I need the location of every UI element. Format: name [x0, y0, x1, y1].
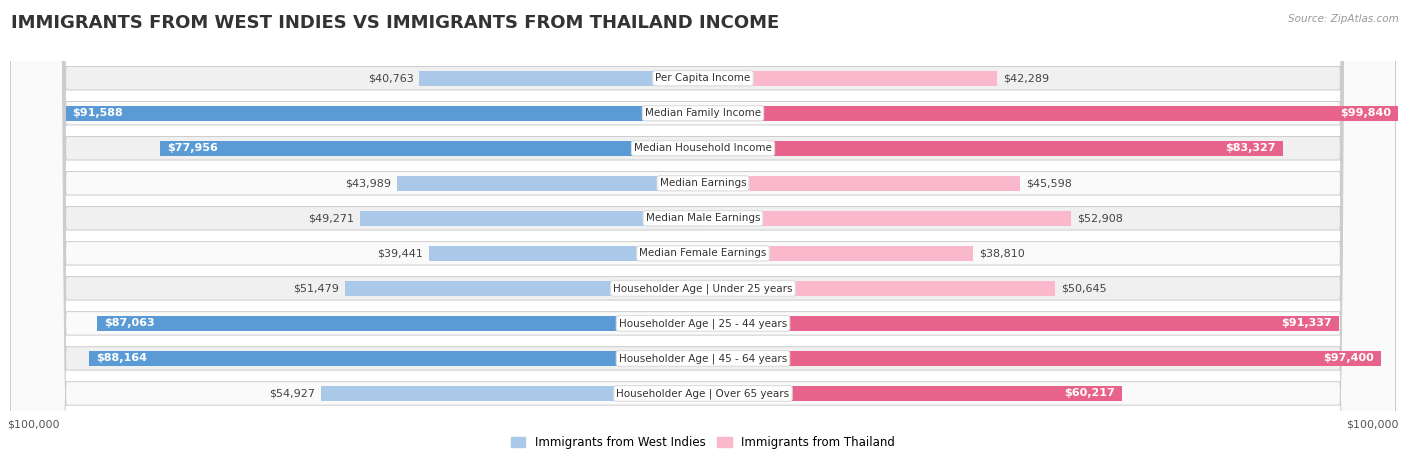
Text: $77,956: $77,956	[167, 143, 218, 153]
Bar	[703, 106, 1398, 120]
Text: $40,763: $40,763	[368, 73, 413, 83]
Legend: Immigrants from West Indies, Immigrants from Thailand: Immigrants from West Indies, Immigrants …	[506, 432, 900, 454]
Text: $91,588: $91,588	[73, 108, 124, 118]
Text: IMMIGRANTS FROM WEST INDIES VS IMMIGRANTS FROM THAILAND INCOME: IMMIGRANTS FROM WEST INDIES VS IMMIGRANT…	[11, 14, 779, 32]
Text: Householder Age | 25 - 44 years: Householder Age | 25 - 44 years	[619, 318, 787, 329]
Text: $99,840: $99,840	[1340, 108, 1391, 118]
Text: $42,289: $42,289	[1002, 73, 1049, 83]
Text: $60,217: $60,217	[1064, 389, 1115, 398]
Text: $88,164: $88,164	[97, 354, 148, 363]
Bar	[703, 211, 1071, 226]
FancyBboxPatch shape	[10, 0, 1396, 467]
Bar	[360, 211, 703, 226]
FancyBboxPatch shape	[10, 0, 1396, 467]
Bar	[97, 316, 703, 331]
Text: $51,479: $51,479	[294, 283, 339, 293]
Bar	[703, 386, 1122, 401]
Text: Median Family Income: Median Family Income	[645, 108, 761, 118]
Text: $87,063: $87,063	[104, 318, 155, 328]
Text: $43,989: $43,989	[346, 178, 391, 188]
Bar	[703, 351, 1381, 366]
Bar	[321, 386, 703, 401]
Text: $49,271: $49,271	[308, 213, 354, 223]
Bar	[703, 176, 1021, 191]
Text: $45,598: $45,598	[1026, 178, 1071, 188]
Bar	[703, 141, 1282, 156]
FancyBboxPatch shape	[10, 0, 1396, 467]
Text: $54,927: $54,927	[269, 389, 315, 398]
Bar	[344, 281, 703, 296]
FancyBboxPatch shape	[10, 0, 1396, 467]
Bar	[419, 71, 703, 85]
Bar	[66, 106, 703, 120]
Bar	[396, 176, 703, 191]
Bar	[160, 141, 703, 156]
FancyBboxPatch shape	[10, 0, 1396, 467]
Text: $83,327: $83,327	[1226, 143, 1277, 153]
Text: $91,337: $91,337	[1281, 318, 1331, 328]
Text: Median Female Earnings: Median Female Earnings	[640, 248, 766, 258]
Bar	[703, 246, 973, 261]
Text: $39,441: $39,441	[377, 248, 423, 258]
Bar	[703, 281, 1056, 296]
Bar	[429, 246, 703, 261]
FancyBboxPatch shape	[10, 0, 1396, 467]
Text: Householder Age | Over 65 years: Householder Age | Over 65 years	[616, 388, 790, 399]
Text: Median Earnings: Median Earnings	[659, 178, 747, 188]
Text: $50,645: $50,645	[1062, 283, 1107, 293]
FancyBboxPatch shape	[10, 0, 1396, 467]
Text: $100,000: $100,000	[7, 420, 59, 430]
Text: Per Capita Income: Per Capita Income	[655, 73, 751, 83]
FancyBboxPatch shape	[10, 0, 1396, 467]
Bar	[90, 351, 703, 366]
Text: $100,000: $100,000	[1347, 420, 1399, 430]
FancyBboxPatch shape	[10, 0, 1396, 467]
Bar	[703, 71, 997, 85]
Text: Source: ZipAtlas.com: Source: ZipAtlas.com	[1288, 14, 1399, 24]
Text: Householder Age | 45 - 64 years: Householder Age | 45 - 64 years	[619, 353, 787, 364]
Text: $97,400: $97,400	[1323, 354, 1374, 363]
Text: $52,908: $52,908	[1077, 213, 1122, 223]
Text: $38,810: $38,810	[979, 248, 1025, 258]
Text: Householder Age | Under 25 years: Householder Age | Under 25 years	[613, 283, 793, 294]
Text: Median Household Income: Median Household Income	[634, 143, 772, 153]
FancyBboxPatch shape	[10, 0, 1396, 467]
Bar	[703, 316, 1339, 331]
Text: Median Male Earnings: Median Male Earnings	[645, 213, 761, 223]
